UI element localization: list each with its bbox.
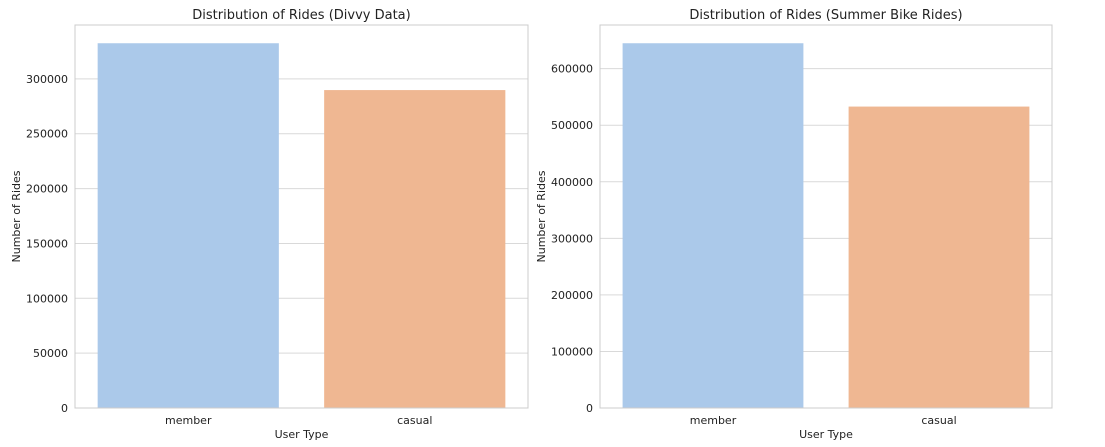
y-tick-label: 300000	[551, 232, 593, 245]
y-tick-label: 50000	[33, 347, 68, 360]
x-tick-label: casual	[921, 414, 956, 427]
y-tick-label: 100000	[551, 345, 593, 358]
x-tick-label: member	[165, 414, 212, 427]
plot-frame	[599, 24, 1053, 409]
bar-member	[622, 43, 804, 408]
y-axis-label: Number of Rides	[10, 170, 23, 262]
chart-title: Distribution of Rides (Summer Bike Rides…	[689, 8, 962, 23]
y-tick-label: 0	[586, 402, 593, 415]
y-tick-label: 400000	[551, 176, 593, 189]
y-tick-label: 100000	[26, 292, 68, 305]
chart-summer-bike-rides: 0 100000 200000 300000 400000 500000 600000 mem…	[535, 8, 1053, 441]
y-tick-label: 150000	[26, 237, 68, 250]
y-tick-label: 200000	[551, 289, 593, 302]
chart-divvy: 0 50000 100000 150000 200000 250000 300000 memb…	[10, 8, 529, 441]
x-axis-label: User Type	[275, 428, 329, 441]
y-tick-label: 600000	[551, 63, 593, 76]
bar-member	[97, 43, 279, 408]
x-axis-label: User Type	[799, 428, 853, 441]
bar-casual	[324, 90, 506, 408]
y-tick-label: 200000	[26, 183, 68, 196]
x-tick-label: member	[690, 414, 737, 427]
y-tick-label: 250000	[26, 128, 68, 141]
chart-title: Distribution of Rides (Divvy Data)	[192, 8, 410, 23]
y-axis-label: Number of Rides	[535, 170, 548, 262]
y-tick-label: 300000	[26, 73, 68, 86]
y-tick-label: 0	[61, 402, 68, 415]
plot-frame	[74, 24, 529, 409]
y-tick-label: 500000	[551, 119, 593, 132]
x-tick-label: casual	[397, 414, 432, 427]
bar-casual	[848, 106, 1030, 408]
